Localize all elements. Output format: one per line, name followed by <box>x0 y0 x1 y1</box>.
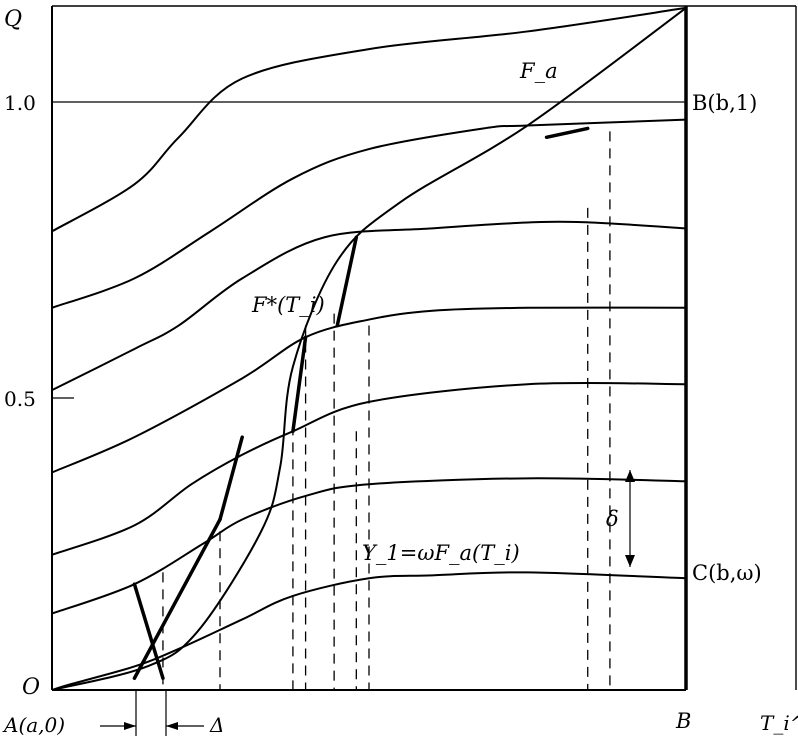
delta-gap-marker <box>625 470 635 567</box>
x-axis-label: T_i^a <box>760 711 798 735</box>
curve-6 <box>51 477 687 615</box>
a0-label: A(a,0) <box>2 713 65 737</box>
delta-gap-label: δ <box>606 507 619 531</box>
fstar-label: F*(T_i) <box>251 293 325 317</box>
step-lines <box>132 126 590 680</box>
step-segment-1 <box>132 582 165 680</box>
step-segment-3 <box>291 335 308 434</box>
step-segment-2 <box>218 435 244 522</box>
curves <box>51 6 687 691</box>
plot-frame <box>51 5 797 691</box>
step-segment-5 <box>544 126 590 140</box>
y1-label: Y_1=ωF_a(T_i) <box>362 541 520 565</box>
curve-7 <box>51 571 687 691</box>
fa-label: F_a <box>519 59 558 83</box>
y-tick-1: 1.0 <box>4 91 36 115</box>
y-axis-label: Q <box>4 7 22 32</box>
b1-label: B(b,1) <box>692 91 757 115</box>
comega-label: C(b,ω) <box>692 561 762 585</box>
step-segment-4 <box>335 235 359 328</box>
a-delta-marker <box>100 690 204 736</box>
curve-2 <box>51 118 687 309</box>
delta-label: Δ <box>209 713 224 737</box>
curve-1 <box>51 6 687 233</box>
step-segment-6 <box>132 517 222 680</box>
y-tick-05: 0.5 <box>4 387 36 411</box>
curve-3 <box>51 220 687 392</box>
origin-label: O <box>22 675 40 700</box>
curve-4 <box>51 306 687 474</box>
dashed-drops <box>162 131 611 690</box>
curve-8 <box>51 7 687 691</box>
b-axis-label: B <box>675 709 691 733</box>
